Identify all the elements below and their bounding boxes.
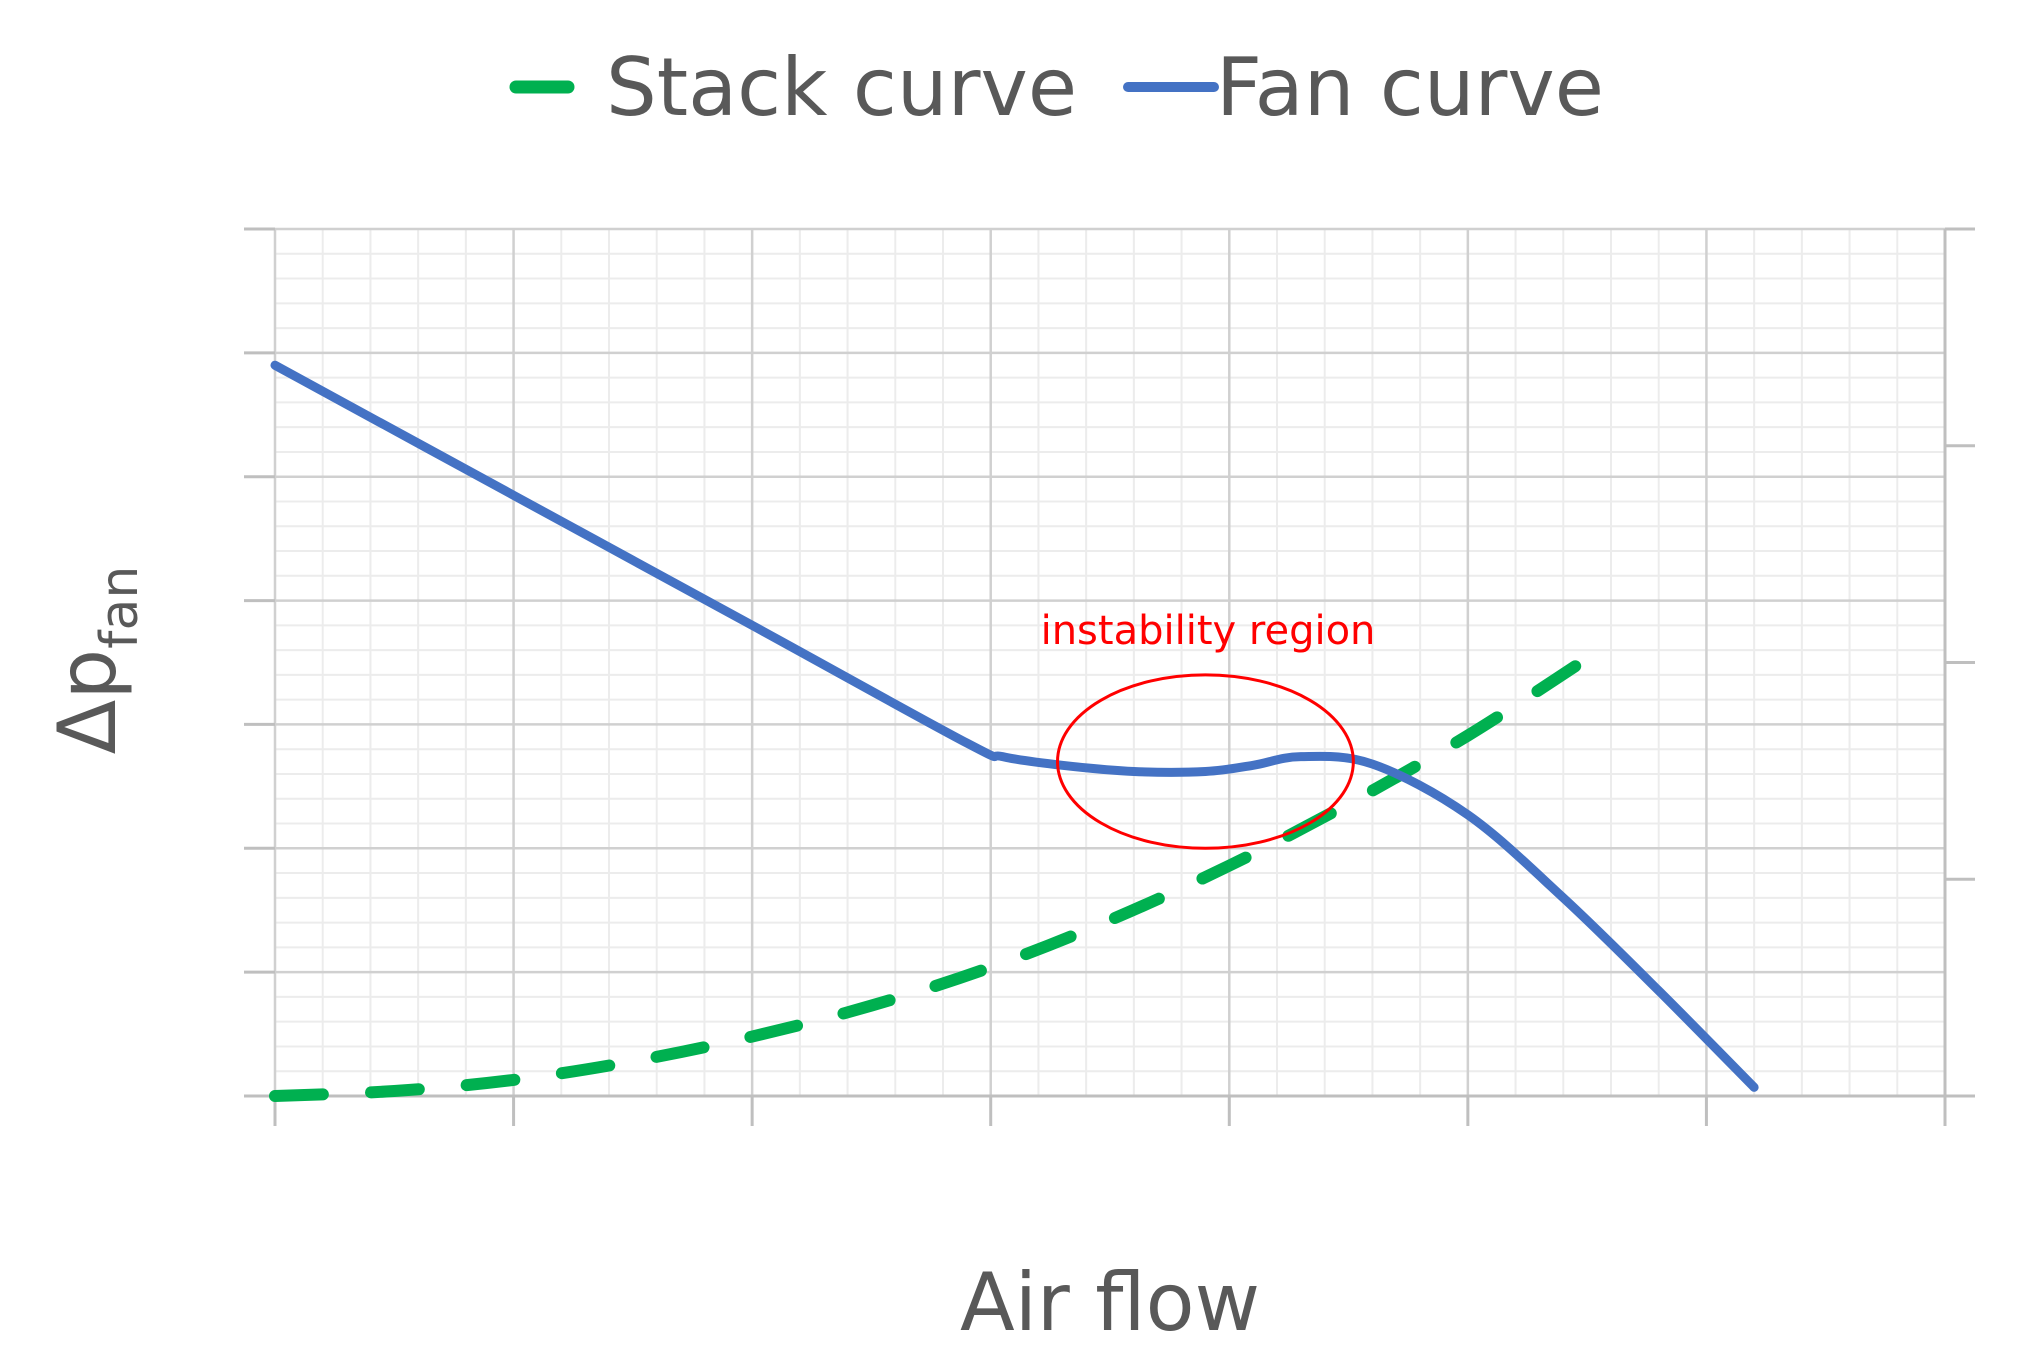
axes [244,227,1975,1126]
legend-label-stack-curve: Stack curve [606,41,1077,134]
annotation-layer: instability region [1041,608,1376,850]
legend-label-fan-curve: Fan curve [1216,41,1604,134]
series-line-stack-curve [269,660,1582,1102]
major-grid [273,227,1947,1098]
instability-ellipse [1056,673,1355,850]
y-axis-title-subscript: fan [90,566,150,649]
series-line-fan-curve [270,360,1759,1092]
minor-grid [274,228,1946,1097]
legend: Stack curve Fan curve [509,41,1604,134]
y-axis-title-main: Δp [41,649,134,755]
series-layer [269,360,1759,1102]
annotation-instability-region: instability region [1041,608,1376,654]
y-axis-title: Δpfan [41,566,150,755]
x-axis-title: Air flow [960,1256,1260,1349]
